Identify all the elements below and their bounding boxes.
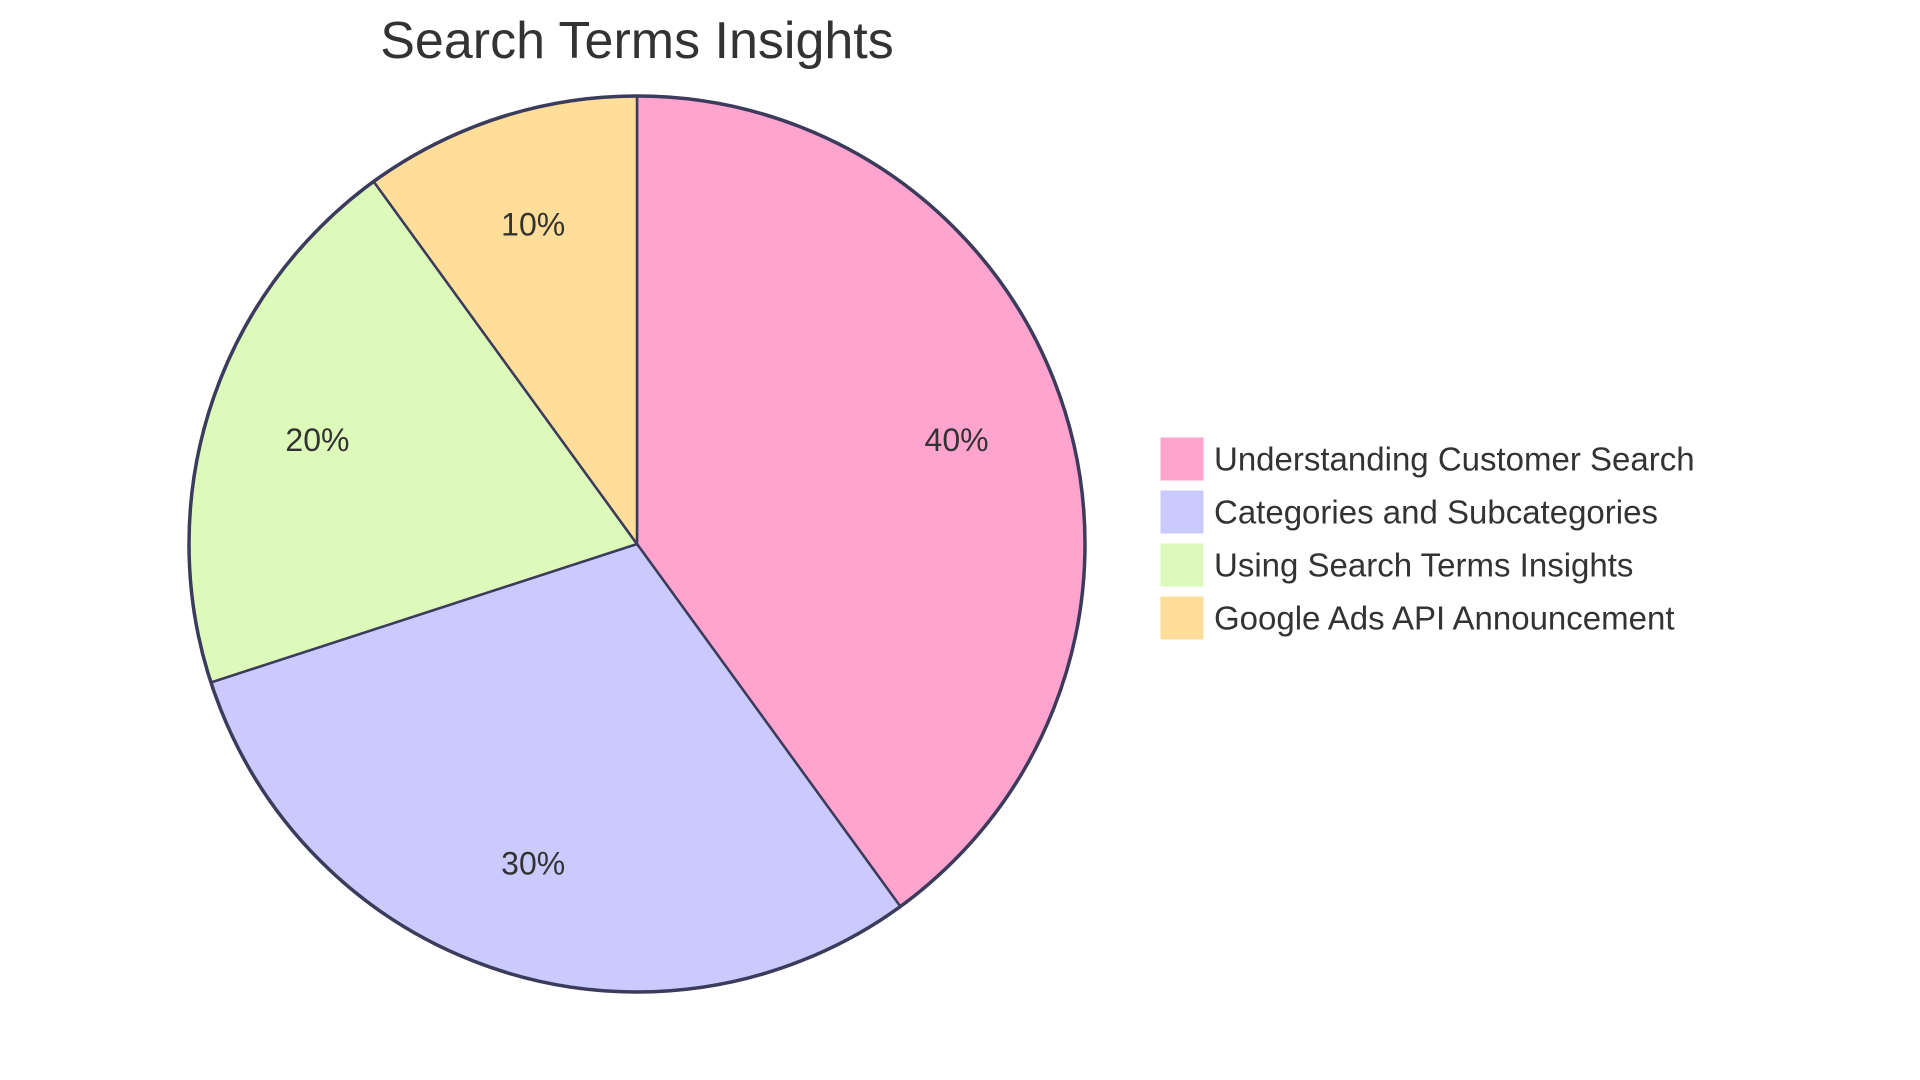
slice-label-4: 10% bbox=[501, 206, 565, 242]
legend-swatch-4 bbox=[1159, 595, 1205, 641]
legend-label-4: Google Ads API Announcement bbox=[1214, 600, 1675, 637]
legend-item-4: Google Ads API Announcement bbox=[1159, 595, 1675, 641]
chart-title: Search Terms Insights bbox=[380, 12, 893, 70]
legend-item-2: Categories and Subcategories bbox=[1159, 489, 1658, 535]
slice-label-3: 20% bbox=[285, 422, 349, 458]
legend-swatch-3 bbox=[1159, 542, 1205, 588]
pie-outline bbox=[187, 94, 1087, 994]
pie-slices bbox=[187, 94, 1087, 994]
legend-swatch-1 bbox=[1159, 436, 1205, 482]
slice-label-1: 40% bbox=[925, 422, 989, 458]
legend-label-3: Using Search Terms Insights bbox=[1214, 547, 1633, 584]
legend-item-3: Using Search Terms Insights bbox=[1159, 542, 1633, 588]
legend-label-1: Understanding Customer Search bbox=[1214, 441, 1695, 478]
slice-labels: 40% 30% 20% 10% bbox=[285, 206, 988, 881]
legend-label-2: Categories and Subcategories bbox=[1214, 494, 1658, 531]
legend-swatch-2 bbox=[1159, 489, 1205, 535]
slice-label-2: 30% bbox=[501, 846, 565, 882]
legend-item-1: Understanding Customer Search bbox=[1159, 436, 1695, 482]
legend: Understanding Customer Search Categories … bbox=[1159, 436, 1695, 641]
